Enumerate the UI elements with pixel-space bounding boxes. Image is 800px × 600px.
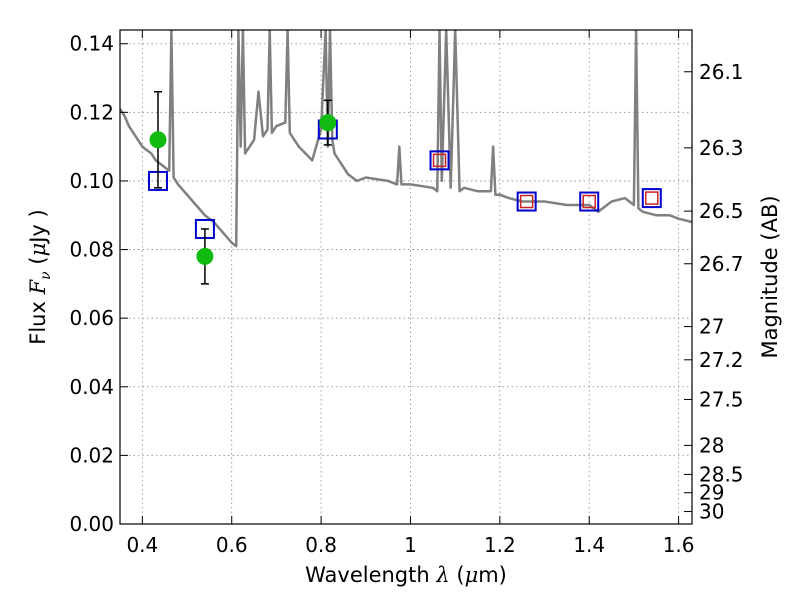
y2-tick-label: 26.1	[699, 60, 744, 84]
x-tick-label: 1.4	[573, 533, 605, 557]
observed-point	[196, 247, 214, 265]
y2-tick-label: 30	[699, 500, 724, 524]
grid-lines	[120, 30, 692, 524]
model-spectrum-layer	[120, 30, 692, 248]
plot-frame	[119, 29, 693, 525]
x-tick-label: 0.6	[216, 533, 248, 557]
model-phot-marker	[516, 191, 537, 212]
y2-tick-label: 27.5	[699, 387, 744, 411]
y2-tick-label: 27.2	[699, 348, 744, 372]
model-spectrum-line	[120, 30, 692, 248]
marker-layer	[147, 91, 662, 285]
y-tick-label: 0.08	[69, 238, 114, 262]
predicted-marker	[519, 194, 534, 209]
y-tick-label: 0.00	[69, 512, 114, 536]
y-axis-symbol: F	[26, 278, 50, 295]
x-axis-label: Wavelength λ (μm)	[305, 563, 507, 587]
x-tick-label: 1.2	[484, 533, 516, 557]
x-tick-label: 1.6	[663, 533, 695, 557]
y2-tick-label: 26.7	[699, 252, 744, 276]
y-tick-label: 0.06	[69, 306, 114, 330]
predicted-marker	[645, 191, 659, 205]
y2-axis-label: Magnitude (AB)	[758, 195, 782, 358]
predicted-marker	[432, 153, 447, 168]
observed-point	[319, 114, 337, 132]
y-tick-label: 0.02	[69, 443, 114, 467]
y2-tick-label: 26.5	[699, 199, 744, 223]
y2-tick-label: 26.3	[699, 136, 744, 160]
y-tick-label: 0.04	[69, 375, 114, 399]
model-phot-marker	[579, 191, 600, 212]
y-tick-label: 0.10	[69, 169, 114, 193]
observed-point	[149, 131, 167, 149]
y-tick-label: 0.14	[69, 32, 114, 56]
x-axis-symbol: λ	[435, 563, 449, 587]
y2-tick-label: 28	[699, 433, 724, 457]
x-tick-label: 0.8	[305, 533, 337, 557]
predicted-marker	[582, 194, 596, 209]
y2-tick-label: 29	[699, 481, 724, 505]
y2-tick-label: 28.5	[699, 462, 744, 486]
y-tick-label: 0.12	[69, 100, 114, 124]
model-phot-marker	[641, 188, 662, 209]
tick-layer: 0.4 0.6 0.8 1 1.2 1.4 1.6 0.00 0.02 0.04 0.06 0.08 0…	[69, 30, 744, 557]
y2-tick-label: 27	[699, 315, 724, 339]
model-phot-marker	[429, 150, 450, 171]
x-tick-label: 0.4	[126, 533, 158, 557]
x-tick-label: 1	[404, 533, 417, 557]
y-axis-label: Flux Fν (μJy )	[26, 209, 54, 344]
